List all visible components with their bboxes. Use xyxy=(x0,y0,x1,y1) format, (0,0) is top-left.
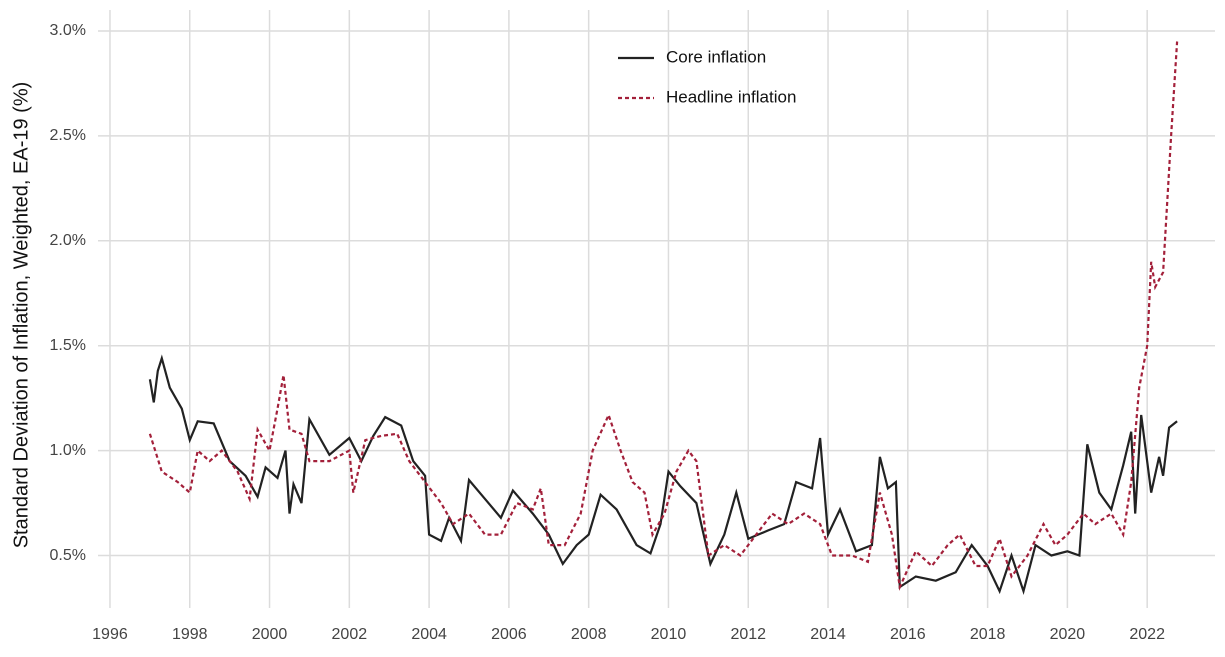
series-line xyxy=(148,354,1178,596)
x-tick-label: 1996 xyxy=(92,626,128,643)
x-tick-label: 2002 xyxy=(332,626,368,643)
x-tick-label: 1998 xyxy=(172,626,208,643)
y-axis-label: Standard Deviation of Inflation, Weighte… xyxy=(10,82,32,549)
x-tick-label: 2018 xyxy=(970,626,1006,643)
x-tick-label: 2008 xyxy=(571,626,607,643)
series-line xyxy=(148,41,1179,591)
x-tick-label: 2020 xyxy=(1050,626,1086,643)
x-tick-label: 2014 xyxy=(810,626,846,643)
x-tick-label: 2010 xyxy=(651,626,687,643)
x-tick-label: 2004 xyxy=(411,626,447,643)
y-tick-label: 0.5% xyxy=(50,547,86,564)
y-tick-label: 2.5% xyxy=(50,127,86,144)
x-tick-label: 2012 xyxy=(730,626,766,643)
legend-label: Core inflation xyxy=(666,47,766,66)
legend-label: Headline inflation xyxy=(666,87,796,106)
x-tick-label: 2000 xyxy=(252,626,288,643)
y-tick-label: 1.5% xyxy=(50,337,86,354)
y-tick-label: 1.0% xyxy=(50,442,86,459)
x-tick-label: 2006 xyxy=(491,626,527,643)
y-tick-label: 2.0% xyxy=(50,232,86,249)
x-tick-label: 2016 xyxy=(890,626,926,643)
y-tick-label: 3.0% xyxy=(50,22,86,39)
x-tick-label: 2022 xyxy=(1129,626,1165,643)
